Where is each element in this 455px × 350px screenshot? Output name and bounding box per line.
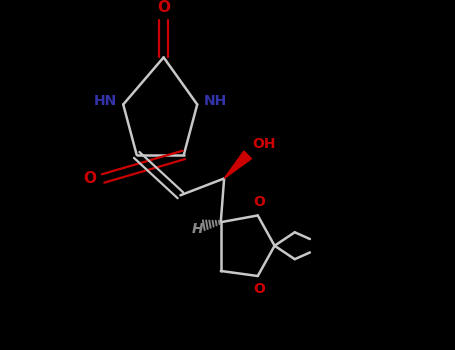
Polygon shape [224,151,252,178]
Text: O: O [83,171,96,186]
Text: H: H [192,222,203,236]
Text: OH: OH [253,137,276,151]
Text: NH: NH [204,94,227,108]
Text: O: O [157,0,170,15]
Text: HN: HN [93,94,116,108]
Text: O: O [253,195,265,209]
Text: O: O [253,282,265,296]
